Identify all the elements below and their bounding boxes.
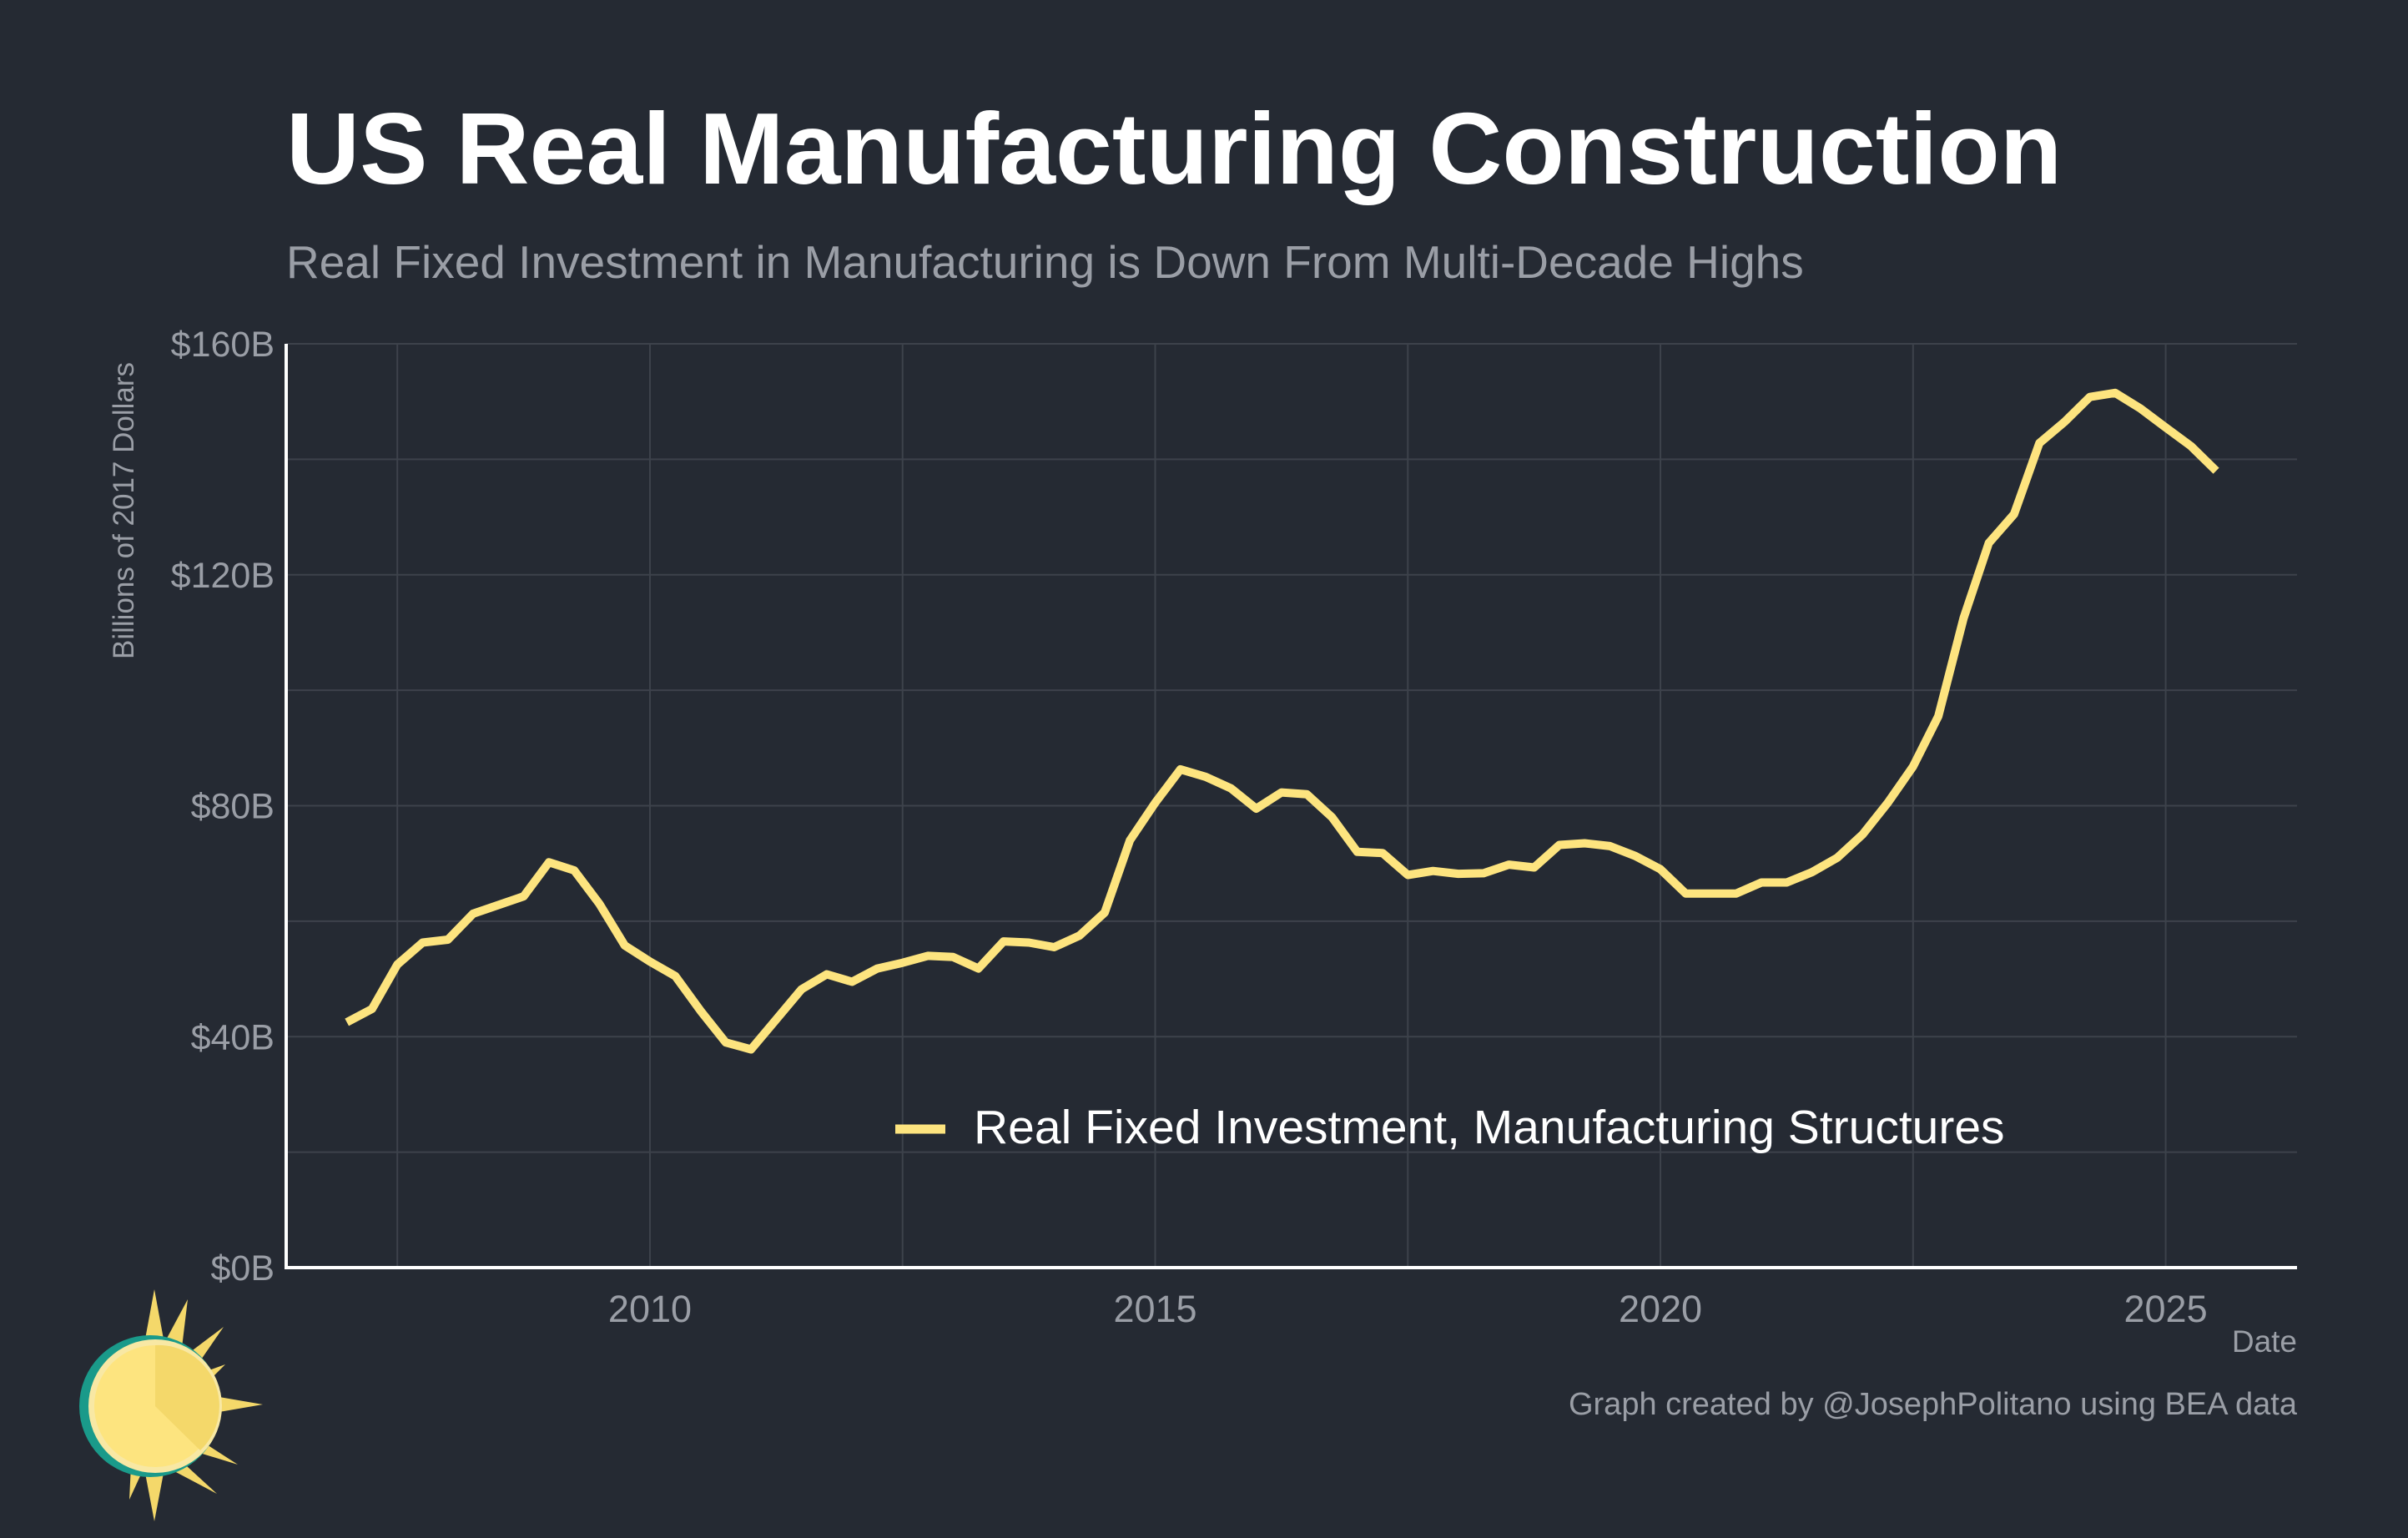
x-tick-label: 2015 <box>1113 1288 1196 1330</box>
tick-labels: $0B $40B $80B $120B $160B 2010 2015 2020 2025 <box>171 325 2208 1330</box>
series-line <box>345 388 2219 1054</box>
x-tick-label: 2010 <box>608 1288 692 1330</box>
y-tick-label: $160B <box>171 325 275 365</box>
y-tick-label: $40B <box>191 1017 275 1057</box>
y-axis-label: Billions of 2017 Dollars <box>108 362 140 659</box>
legend-label: Real Fixed Investment, Manufacturing Str… <box>974 1101 2005 1154</box>
grid <box>286 343 2297 1268</box>
y-tick-label: $120B <box>171 556 275 596</box>
y-tick-label: $80B <box>191 787 275 827</box>
source-caption: Graph created by @JosephPolitano using B… <box>1568 1387 2297 1422</box>
sun-logo-icon <box>79 1289 263 1521</box>
x-tick-label: 2020 <box>1619 1288 1702 1330</box>
legend: Real Fixed Investment, Manufacturing Str… <box>895 1101 2005 1154</box>
axes <box>285 344 2297 1269</box>
x-axis-label: Date <box>2232 1324 2297 1359</box>
chart-title: US Real Manufacturing Construction <box>286 92 2063 205</box>
x-tick-label: 2025 <box>2124 1288 2208 1330</box>
series-layer <box>345 388 2219 1054</box>
y-tick-label: $0B <box>210 1248 275 1288</box>
chart-subtitle: Real Fixed Investment in Manufacturing i… <box>286 236 1804 288</box>
